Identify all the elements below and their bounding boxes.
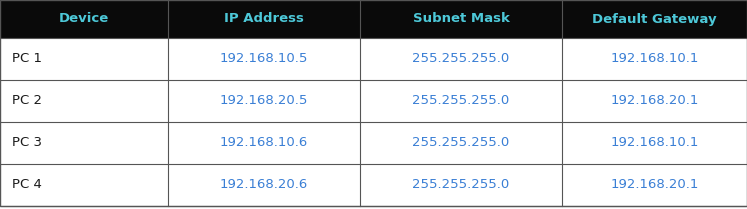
- Text: 192.168.20.5: 192.168.20.5: [220, 94, 309, 107]
- Text: 192.168.10.1: 192.168.10.1: [610, 136, 698, 149]
- Text: 192.168.20.6: 192.168.20.6: [220, 178, 308, 191]
- Text: PC 4: PC 4: [12, 178, 42, 191]
- Bar: [0, 0, 747, 38]
- Text: Default Gateway: Default Gateway: [592, 13, 717, 25]
- Text: 255.255.255.0: 255.255.255.0: [412, 136, 509, 149]
- Text: 192.168.10.5: 192.168.10.5: [220, 52, 309, 65]
- Text: 192.168.10.6: 192.168.10.6: [220, 136, 308, 149]
- Text: IP Address: IP Address: [224, 13, 304, 25]
- Text: 255.255.255.0: 255.255.255.0: [412, 94, 509, 107]
- Text: 255.255.255.0: 255.255.255.0: [412, 178, 509, 191]
- Text: 255.255.255.0: 255.255.255.0: [412, 52, 509, 65]
- Text: PC 2: PC 2: [12, 94, 42, 107]
- Text: 192.168.20.1: 192.168.20.1: [610, 94, 698, 107]
- Text: PC 3: PC 3: [12, 136, 42, 149]
- Text: Device: Device: [59, 13, 109, 25]
- Bar: [0, 164, 747, 206]
- Text: Subnet Mask: Subnet Mask: [412, 13, 509, 25]
- Text: 192.168.10.1: 192.168.10.1: [610, 52, 698, 65]
- Text: PC 1: PC 1: [12, 52, 42, 65]
- Bar: [0, 38, 747, 80]
- Bar: [0, 122, 747, 164]
- Text: 192.168.20.1: 192.168.20.1: [610, 178, 698, 191]
- Bar: [0, 80, 747, 122]
